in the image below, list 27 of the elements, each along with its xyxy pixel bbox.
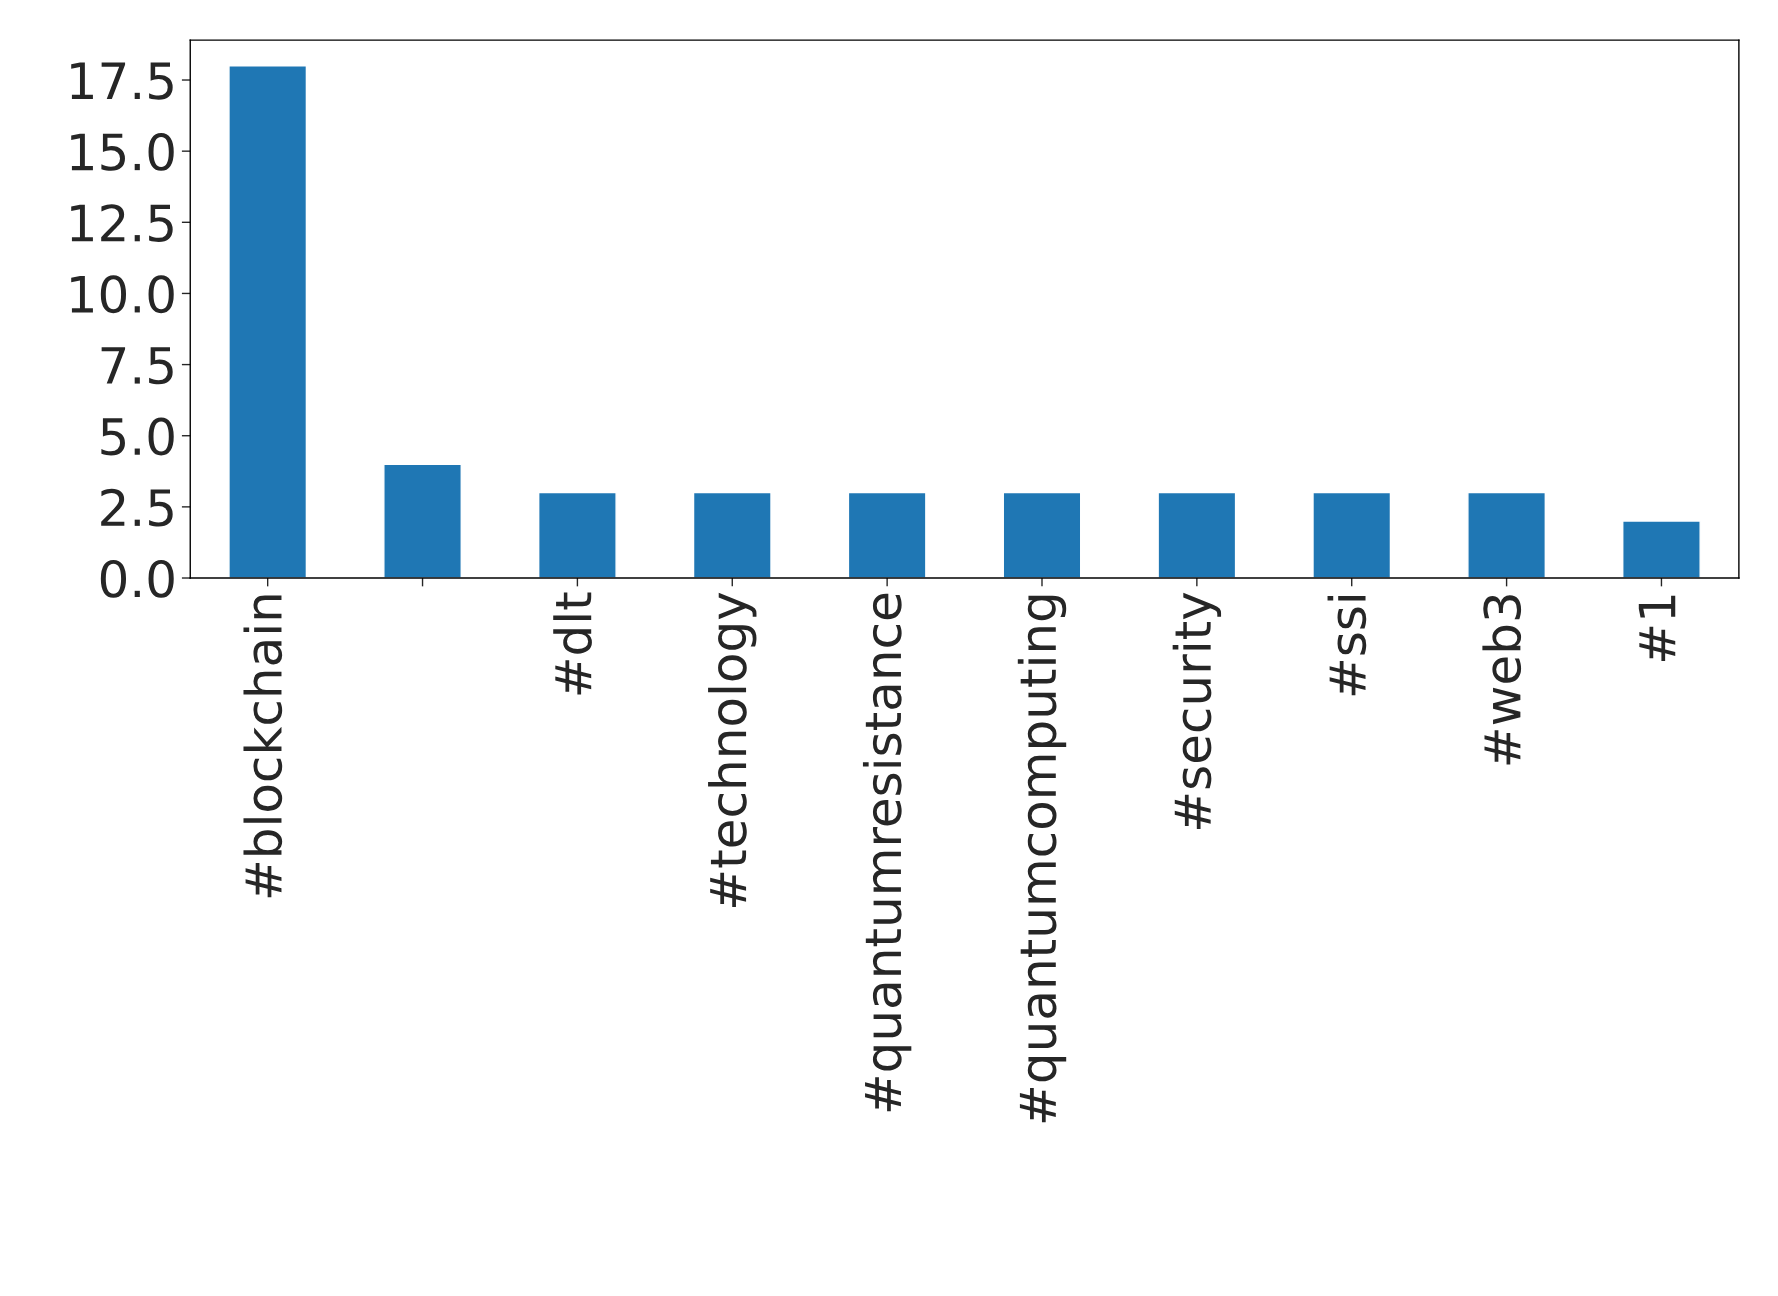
x-tick-label: #security <box>1172 592 1222 829</box>
bar <box>1467 491 1546 579</box>
y-tick-label: 12.5 <box>71 204 173 243</box>
x-tick-label: #technology <box>708 592 757 907</box>
bar <box>847 491 927 579</box>
bar <box>1312 491 1392 579</box>
x-tick-label: #quantumcomputing <box>1017 595 1067 1123</box>
x-tick-label: #quantumresistance <box>862 593 912 1112</box>
bar <box>1002 491 1082 579</box>
bar <box>537 491 617 579</box>
bar <box>692 491 772 579</box>
bar <box>383 463 462 579</box>
x-tick-label: #blockchain <box>243 595 283 898</box>
y-tick-label: 10.0 <box>71 275 174 314</box>
x-tick-label: #web3 <box>1482 595 1522 765</box>
bar <box>1622 520 1701 579</box>
bar <box>228 65 308 579</box>
x-tick-label: #dlt <box>553 592 592 695</box>
y-tick-label: 5.0 <box>101 417 174 456</box>
y-tick-label: 17.5 <box>71 62 173 100</box>
y-tick-label: 0.0 <box>100 559 174 598</box>
y-tick-label: 15.0 <box>71 133 174 171</box>
y-tick-label: 2.5 <box>101 488 173 527</box>
x-tick-label: #ssi <box>1327 595 1367 696</box>
y-tick-label: 7.5 <box>101 347 173 385</box>
bar <box>1157 491 1237 579</box>
x-tick-label: #1 <box>1638 595 1676 662</box>
